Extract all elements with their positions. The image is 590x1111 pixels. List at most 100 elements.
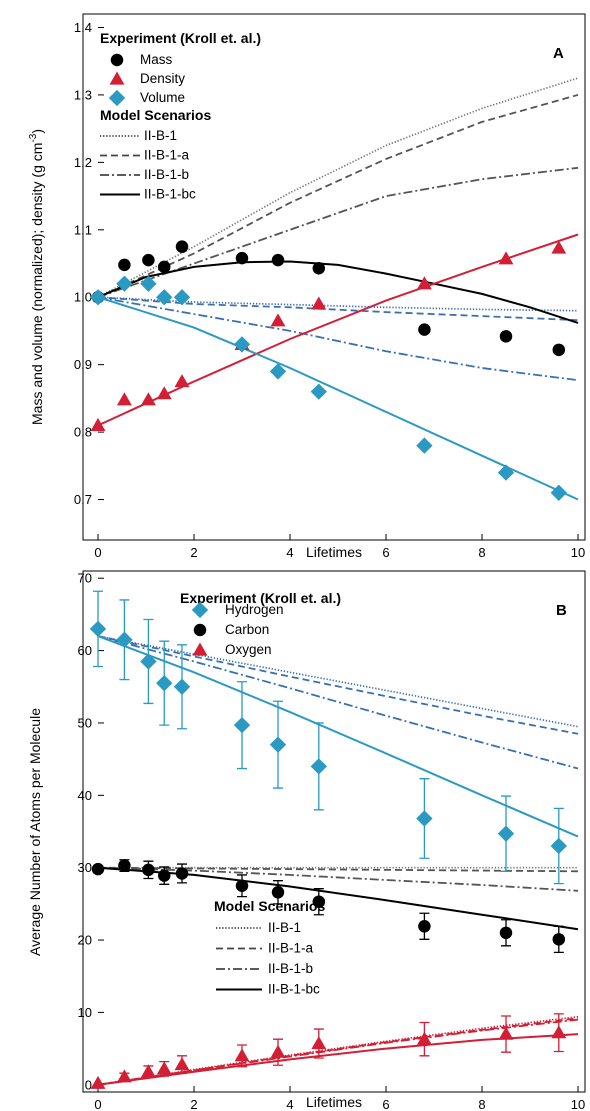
data-point-carbon	[235, 879, 249, 893]
model-line-ii-b-1-b	[97, 635, 579, 770]
legend-label-ii-b-1-bc: II-B-1-bc	[144, 187, 196, 202]
model-line-ii-b-1-bc	[97, 635, 579, 838]
legend-marker-oxygen	[192, 642, 208, 656]
data-point-carbon	[312, 895, 326, 908]
legend-label-hydrogen: Hydrogen	[225, 602, 284, 617]
legend-marker-carbon	[193, 623, 207, 637]
data-point-hydrogen	[416, 810, 433, 827]
x-tick-label: 10	[571, 1097, 585, 1111]
panel-a-legend: Experiment (Kroll et. al.) Mass Density Vo…	[100, 30, 261, 202]
data-point-density	[311, 296, 327, 310]
legend-label-ii-b-1: II-B-1	[144, 128, 177, 143]
data-point-volume	[156, 289, 173, 306]
model-line-ii-b-1-bc	[97, 260, 579, 324]
data-point-density	[116, 392, 132, 406]
data-point-volume	[269, 363, 287, 380]
data-point-carbon	[418, 920, 431, 933]
data-point-oxygen	[140, 1064, 156, 1078]
y-tick-label: 20	[78, 933, 92, 948]
panel-b-label: B	[556, 602, 567, 619]
panel-b-y-axis-title: Average Number of Atoms per Molecule	[27, 708, 43, 956]
data-point-density	[551, 240, 567, 254]
data-point-mass	[158, 260, 171, 274]
data-point-carbon	[158, 869, 171, 882]
model-line-ii-b-1-bc	[97, 296, 579, 501]
data-point-oxygen	[551, 1025, 567, 1039]
data-point-carbon	[118, 859, 131, 872]
data-point-mass	[118, 258, 131, 272]
data-point-carbon	[552, 933, 566, 946]
panel-a-y-axis-title-superscript: -3	[28, 133, 39, 142]
y-tick-label: 30	[78, 860, 92, 875]
legend-marker-density	[109, 71, 125, 85]
data-point-hydrogen	[233, 716, 251, 734]
x-tick-label: 2	[190, 1097, 197, 1111]
x-tick-label: 6	[382, 1097, 389, 1111]
model-line-ii-b-1-b	[97, 296, 579, 382]
data-point-volume	[497, 464, 515, 481]
data-point-mass	[552, 343, 566, 357]
data-point-mass	[175, 240, 189, 253]
y-tick-label: 0.8	[74, 425, 92, 440]
data-point-mass	[271, 253, 285, 267]
data-point-volume	[89, 289, 107, 306]
panel-b-legend-experiment-title: Experiment (Kroll et. al.)	[180, 590, 341, 606]
panel-b-x-axis-title: Lifetimes	[306, 1094, 362, 1110]
panel-b-legend-experiment: Experiment (Kroll et. al.) Hydrogen Carbo…	[180, 590, 341, 657]
model-line-ii-b-1	[97, 296, 579, 312]
data-point-mass	[499, 330, 513, 343]
y-tick-label: 1.0	[74, 290, 92, 305]
data-point-density	[498, 251, 514, 265]
legend-marker-volume	[108, 89, 126, 107]
x-tick-label: 4	[286, 1097, 293, 1111]
model-line-ii-b-1	[97, 77, 579, 298]
data-point-density	[90, 417, 106, 431]
data-point-oxygen	[116, 1069, 132, 1083]
data-point-oxygen	[90, 1075, 106, 1089]
data-point-volume	[140, 275, 157, 292]
panel-a-legend-model-title: Model Scenarios	[100, 107, 211, 123]
legend-label-carbon: Carbon	[225, 622, 269, 637]
data-point-volume	[550, 484, 567, 501]
y-tick-label: 70	[78, 571, 92, 586]
data-point-carbon	[142, 863, 155, 877]
data-point-mass	[235, 251, 249, 265]
data-point-volume	[233, 336, 251, 353]
model-line-ii-b-1-bc	[97, 233, 579, 427]
data-point-density	[416, 276, 432, 290]
data-point-hydrogen	[173, 678, 191, 695]
panel-a-label: A	[553, 45, 564, 62]
x-tick-label: 0	[94, 1097, 101, 1111]
data-point-mass	[418, 323, 431, 336]
legend-marker-hydrogen	[191, 601, 209, 619]
data-point-hydrogen	[89, 620, 107, 638]
legend-label-density: Density	[140, 71, 185, 86]
data-point-hydrogen	[497, 825, 515, 842]
data-point-hydrogen	[269, 736, 287, 753]
model-line-ii-b-1-a	[97, 866, 579, 873]
panel-a-frame	[82, 13, 586, 541]
y-tick-label: 50	[78, 715, 92, 730]
x-tick-label: 6	[382, 545, 389, 560]
legend-label-mass: Mass	[140, 52, 173, 67]
data-point-density	[270, 313, 286, 327]
legend-label-ii-b-1-b: II-B-1-b	[268, 961, 313, 976]
data-point-oxygen	[174, 1057, 190, 1071]
panel-a-y-axis-title-main: Mass and volume (normalized); density (g…	[29, 143, 45, 425]
data-point-oxygen	[234, 1048, 250, 1062]
model-line-ii-b-1-a	[97, 296, 579, 322]
x-tick-label: 10	[571, 545, 585, 560]
data-point-oxygen	[270, 1044, 286, 1058]
legend-marker-mass	[110, 53, 124, 67]
data-point-oxygen	[498, 1026, 514, 1040]
y-tick-label: 1.3	[74, 87, 92, 102]
panel-a: 0 2 4 6 8 10 0.7 0.8 0.9 1.0 1.1 1.2 1.3 1.4 A Lifeti…	[28, 13, 586, 560]
panel-a-x-axis-title: Lifetimes	[306, 544, 362, 560]
x-tick-label: 4	[286, 545, 293, 560]
y-tick-label: 10	[78, 1005, 92, 1020]
y-tick-label: 0.7	[74, 492, 92, 507]
data-point-carbon	[91, 862, 105, 876]
panel-b-frame	[82, 570, 586, 1093]
data-point-mass	[142, 253, 155, 267]
